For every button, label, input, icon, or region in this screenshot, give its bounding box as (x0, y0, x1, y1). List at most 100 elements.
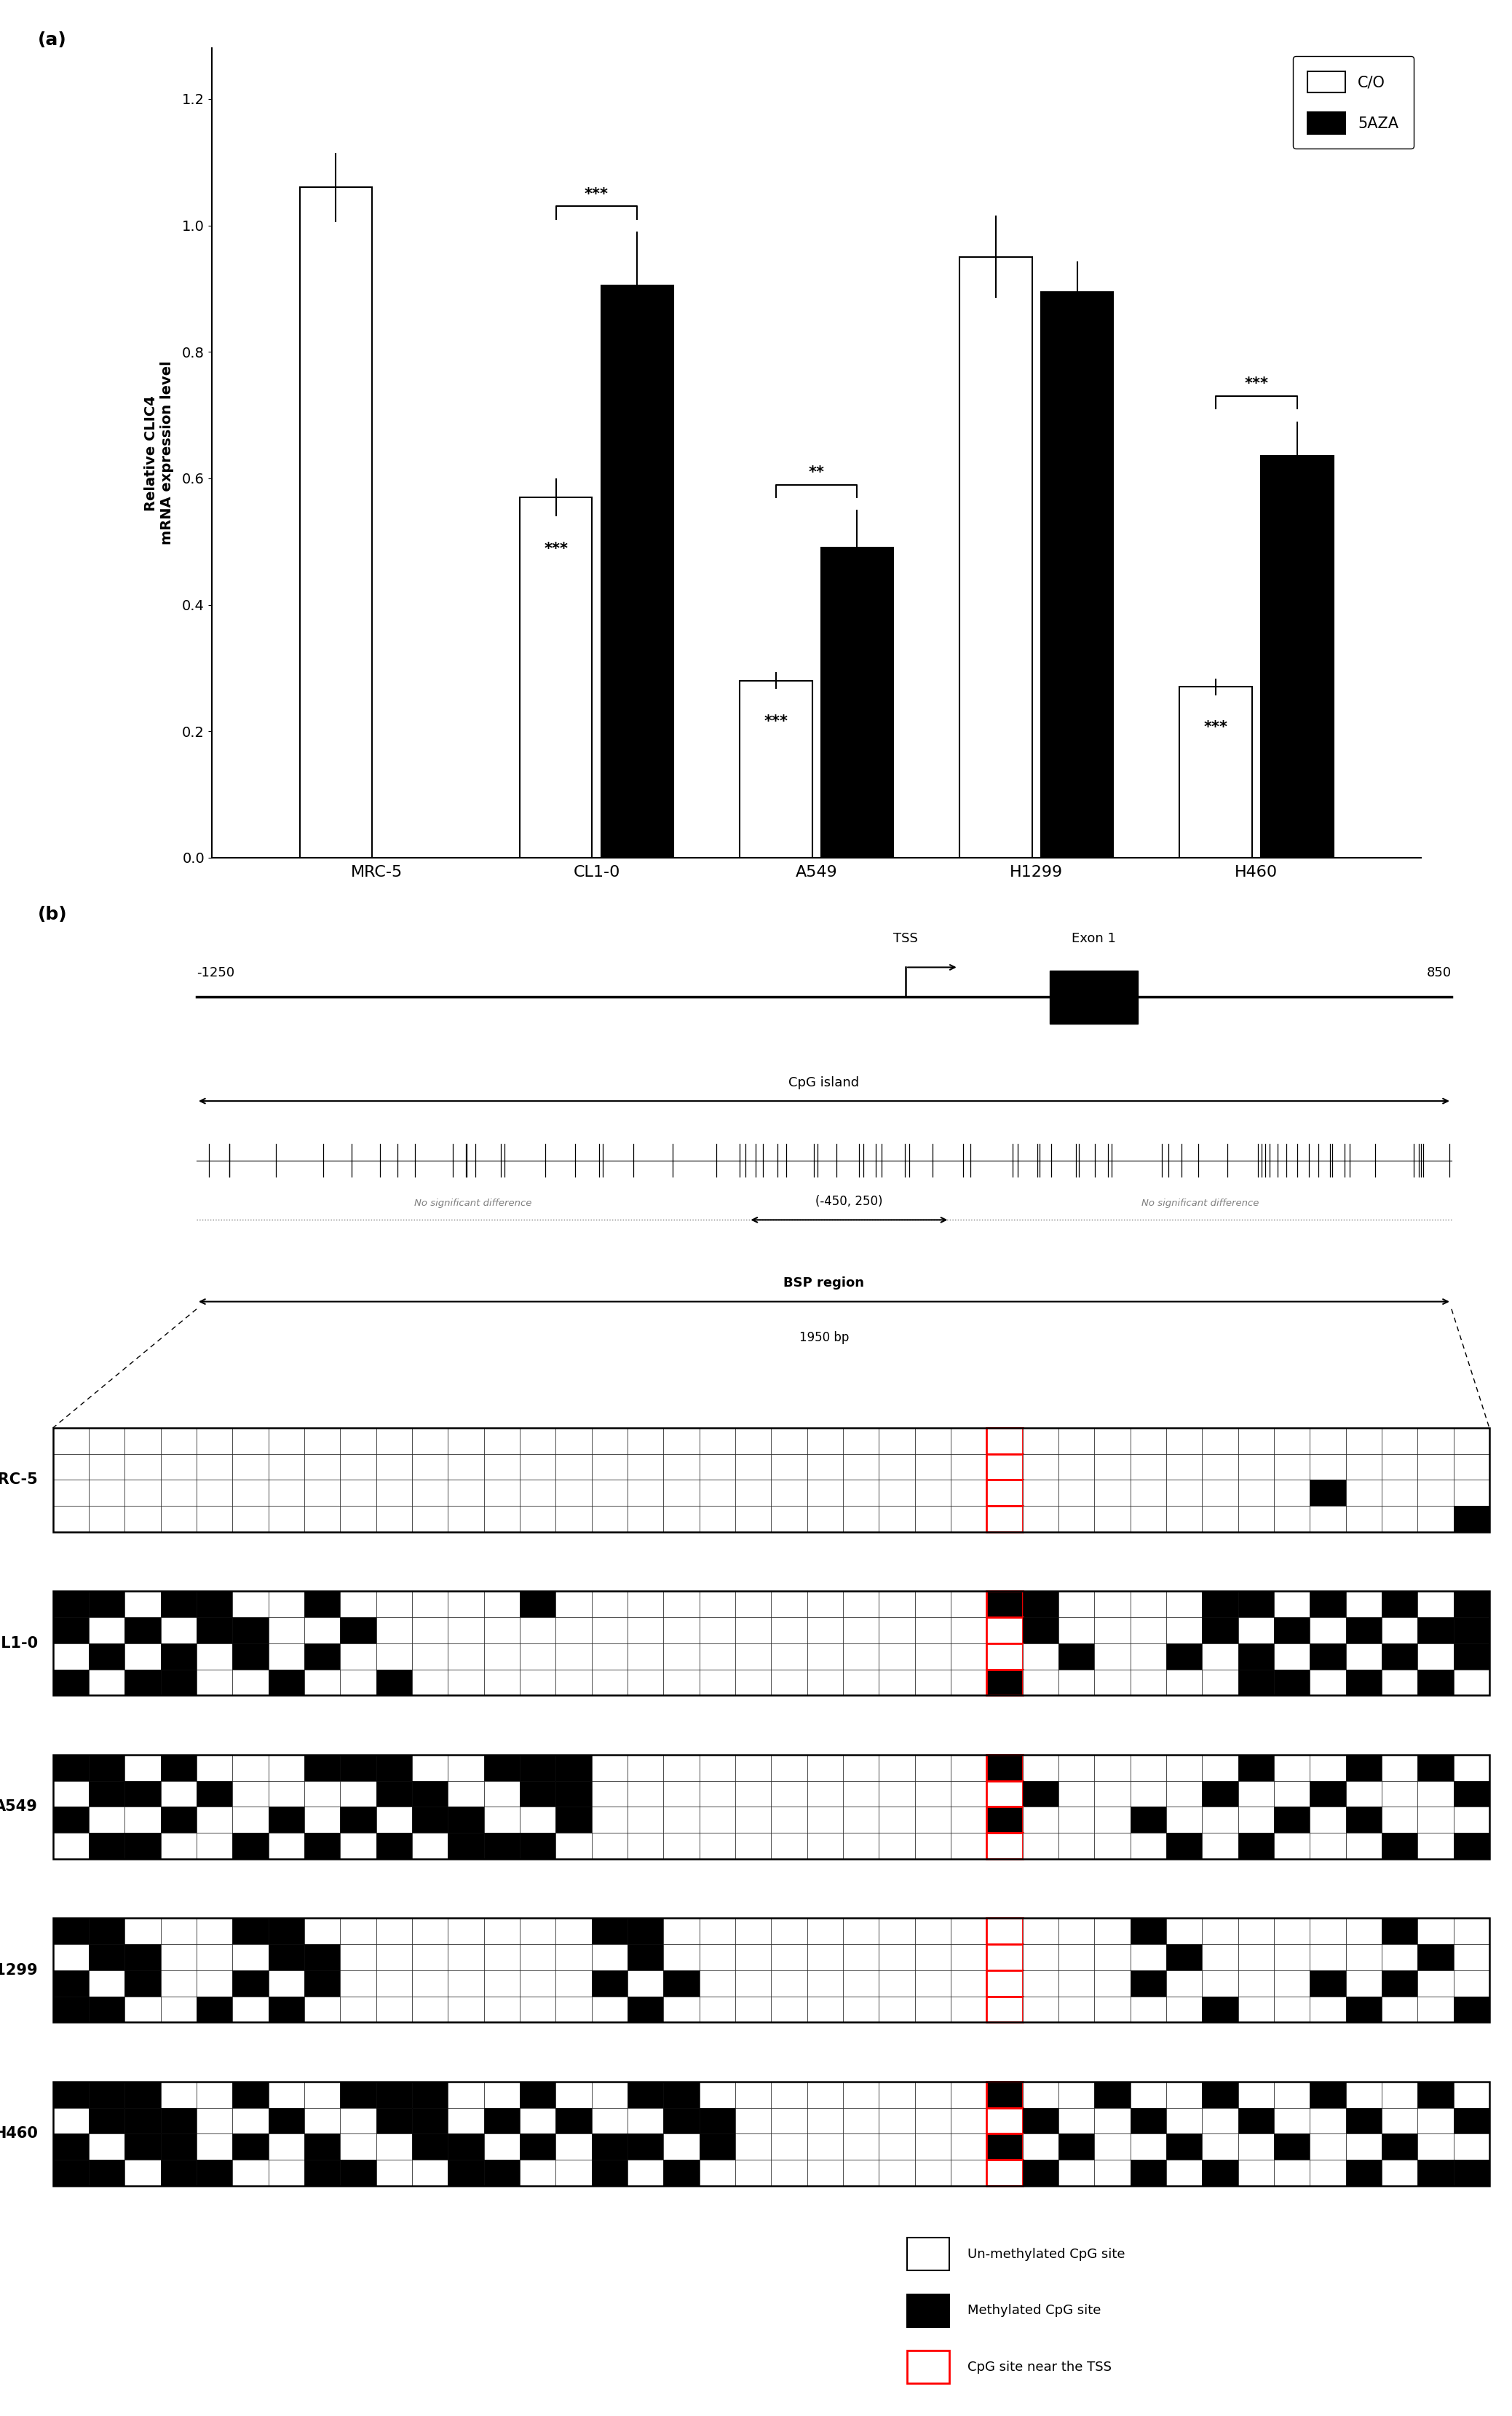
Bar (233, 1592, 269, 1616)
Bar (1273, 1592, 1309, 1616)
Bar (664, 1971, 699, 1996)
Bar (699, 1834, 735, 1858)
Bar (739, 681, 812, 858)
Bar (735, 1834, 771, 1858)
Bar (269, 1616, 304, 1643)
Bar (878, 1428, 915, 1454)
Bar (376, 1834, 411, 1858)
Bar (233, 2083, 269, 2107)
Bar (53, 1918, 89, 1945)
Bar (1238, 1616, 1273, 1643)
Text: CpG site near the TSS: CpG site near the TSS (968, 2360, 1111, 2373)
Bar (340, 1781, 376, 1807)
Bar (411, 1428, 448, 1454)
Bar (1095, 1918, 1129, 1945)
Bar (448, 1996, 484, 2022)
Bar (844, 1428, 878, 1454)
Bar (1418, 1428, 1453, 1454)
Bar (771, 1834, 807, 1858)
Bar (1022, 1945, 1058, 1971)
Bar (448, 1505, 484, 1532)
Bar (844, 1616, 878, 1643)
Bar (951, 1918, 986, 1945)
Bar (1418, 1834, 1453, 1858)
Bar (124, 1505, 160, 1532)
Bar (907, 2237, 950, 2271)
Bar (1273, 2160, 1309, 2186)
Bar (915, 1454, 951, 1481)
Bar (448, 2083, 484, 2107)
Bar (1238, 2133, 1273, 2160)
Bar (520, 2133, 556, 2160)
Bar (520, 1918, 556, 1945)
Bar (986, 1481, 1022, 1505)
Bar (520, 1754, 556, 1781)
Bar (1309, 1971, 1346, 1996)
Bar (1022, 2107, 1058, 2133)
Bar (1309, 1505, 1346, 1532)
Bar (771, 1781, 807, 1807)
Bar (1129, 1669, 1166, 1696)
Bar (376, 1428, 411, 1454)
Bar (844, 1807, 878, 1834)
Bar (484, 1781, 520, 1807)
Bar (735, 1481, 771, 1505)
Bar (160, 1781, 197, 1807)
Bar (699, 1945, 735, 1971)
Bar (1418, 1454, 1453, 1481)
Bar (124, 1918, 160, 1945)
Bar (233, 2160, 269, 2186)
Bar (411, 1971, 448, 1996)
Bar (269, 2160, 304, 2186)
Bar (1129, 2160, 1166, 2186)
Bar (986, 1754, 1022, 1781)
Bar (951, 1454, 986, 1481)
Bar (1022, 1616, 1058, 1643)
Bar (233, 1996, 269, 2022)
Bar (771, 1616, 807, 1643)
Bar (1166, 1834, 1202, 1858)
Bar (1202, 1807, 1238, 1834)
Bar (1058, 1945, 1095, 1971)
Bar (1453, 1945, 1489, 1971)
Bar (448, 1481, 484, 1505)
Bar (907, 2351, 950, 2382)
Bar (124, 1481, 160, 1505)
Bar (411, 1918, 448, 1945)
Bar (304, 2160, 340, 2186)
Bar (160, 2083, 197, 2107)
Bar (269, 1592, 304, 1616)
Bar (1202, 2133, 1238, 2160)
Bar (878, 1834, 915, 1858)
Bar (664, 1428, 699, 1454)
Bar (878, 1781, 915, 1807)
Bar (771, 1669, 807, 1696)
Bar (484, 2083, 520, 2107)
Bar (951, 1481, 986, 1505)
Bar (484, 1834, 520, 1858)
Bar (520, 1807, 556, 1834)
Bar (1095, 2083, 1129, 2107)
Bar (304, 1781, 340, 1807)
Bar (591, 1754, 627, 1781)
Bar (89, 2083, 124, 2107)
Bar (1382, 2133, 1417, 2160)
Text: Exon 1: Exon 1 (1072, 933, 1116, 945)
Bar (1382, 2107, 1417, 2133)
Bar (1058, 1481, 1095, 1505)
Bar (1129, 1454, 1166, 1481)
Bar (89, 1592, 124, 1616)
Bar (1202, 1643, 1238, 1669)
Bar (878, 1454, 915, 1481)
Bar (53, 2083, 89, 2107)
Bar (844, 1781, 878, 1807)
Text: H460: H460 (0, 2126, 38, 2141)
Bar (448, 1428, 484, 1454)
Bar (1179, 686, 1252, 858)
Text: No significant difference: No significant difference (1142, 1198, 1259, 1208)
Bar (520, 2107, 556, 2133)
Bar (89, 1918, 124, 1945)
Bar (986, 1807, 1022, 1834)
Bar (735, 1454, 771, 1481)
Bar (986, 1454, 1022, 1481)
